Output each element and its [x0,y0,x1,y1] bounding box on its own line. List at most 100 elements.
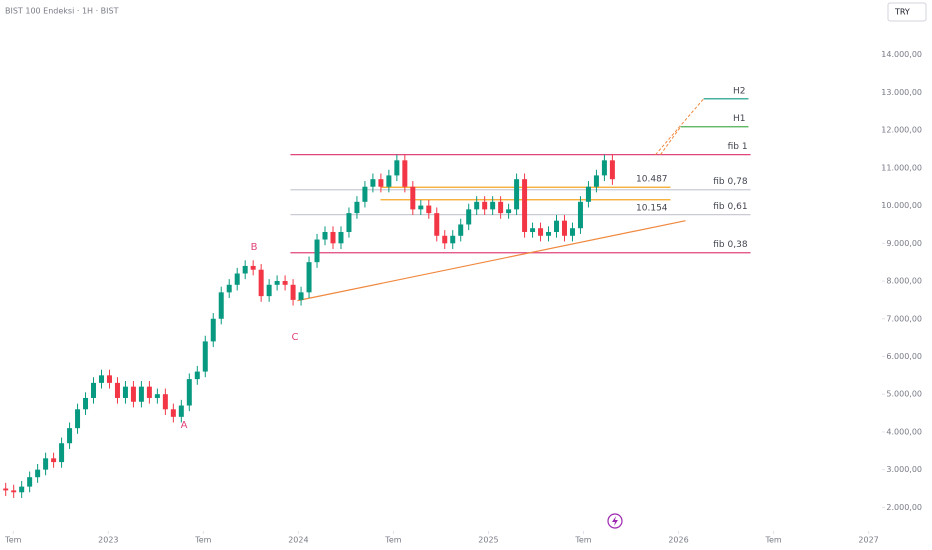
wave-label: C [292,332,299,343]
candle-body [186,379,192,406]
x-tick-label: Tem [194,536,211,545]
wave-label: B [251,242,258,253]
y-tick-label: 2.000,00 [886,503,922,512]
level-label: H2 [733,86,746,96]
projection-line [660,126,682,155]
candle-body [546,231,552,236]
currency-box[interactable] [887,2,927,22]
candle-body [258,269,264,297]
candle-body [346,213,352,232]
y-tick-label: 6.000,00 [886,352,922,361]
candle-body [106,375,112,383]
candle-body [3,488,9,491]
candle-body [386,175,392,187]
y-tick-label: 12.000,00 [881,126,922,135]
candle-body [130,386,136,402]
x-tick-label: 2027 [858,536,878,545]
candle-body [242,265,248,274]
candle-body [330,231,336,244]
candle-body [43,458,49,470]
candle-body [434,213,440,236]
y-tick-label: 9.000,00 [886,239,922,248]
candle-body [601,160,607,176]
candle-body [146,386,152,398]
y-tick-label: 7.000,00 [886,314,922,323]
candle-body [250,265,256,270]
candle-body [122,386,128,398]
x-tick-label: Tem [574,536,591,545]
candle-body [298,292,304,300]
y-tick-label: 4.000,00 [886,427,922,436]
level-label: fib 0,38 [713,240,748,250]
candle-body [178,405,184,417]
candle-body [370,179,376,187]
candle-body [234,273,240,285]
y-tick-label: 3.000,00 [886,465,922,474]
y-tick-label: 14.000,00 [881,50,922,59]
candle-body [418,205,424,210]
candle-body [577,201,583,229]
candle-body [226,284,232,293]
candle-body [282,281,288,285]
y-tick-label: 5.000,00 [886,390,922,399]
candle-body [194,371,200,380]
candle-body [354,201,360,214]
candle-body [593,175,599,187]
candle-body [554,220,560,232]
x-tick-label: Tem [4,536,21,545]
candle-body [450,235,456,244]
candle-body [514,179,520,210]
candle-body [498,201,504,214]
candle-body [442,235,448,244]
candle-body [378,179,384,187]
candle-body [162,394,168,410]
candle-body [522,179,528,232]
candle-body [569,228,575,236]
candle-body [35,469,41,478]
candle-body [474,201,480,210]
x-tick-label: 2025 [478,536,498,545]
price-line-label: 10.154 [636,203,668,213]
projection-line [655,98,704,155]
y-tick-label: 11.000,00 [881,163,922,172]
candle-body [154,394,160,398]
trend-line [297,220,686,302]
candle-body [266,284,272,297]
candle-body [98,375,104,383]
candle-body [466,209,472,225]
wave-label: A [181,420,188,431]
candle-body [67,428,73,444]
y-tick-label: 10.000,00 [881,201,922,210]
x-tick-label: Tem [764,536,781,545]
level-label: H1 [733,114,746,124]
candle-body [394,160,400,176]
candle-body [83,397,89,410]
candle-body [51,458,57,463]
level-label: fib 1 [728,142,748,152]
candle-body [561,220,567,236]
candle-body [482,201,488,210]
y-tick-label: 8.000,00 [886,277,922,286]
candle-body [19,486,25,493]
candle-body [362,186,368,202]
x-tick-label: 2024 [288,536,308,545]
candle-body [114,382,120,398]
price-line-label: 10.487 [636,175,668,185]
candle-body [210,318,216,342]
candle-body [306,262,312,293]
currency[interactable]: TRY [894,8,910,17]
candle-body [314,239,320,263]
event-bolt [612,516,618,526]
candle-body [609,160,615,180]
x-tick-label: Tem [384,536,401,545]
candle-body [11,490,17,493]
candle-body [218,292,224,319]
candle-body [59,443,65,463]
candle-body [585,186,591,202]
candle-body [402,160,408,187]
candle-body [530,228,536,232]
candle-body [538,228,544,236]
candle-body [274,281,280,285]
